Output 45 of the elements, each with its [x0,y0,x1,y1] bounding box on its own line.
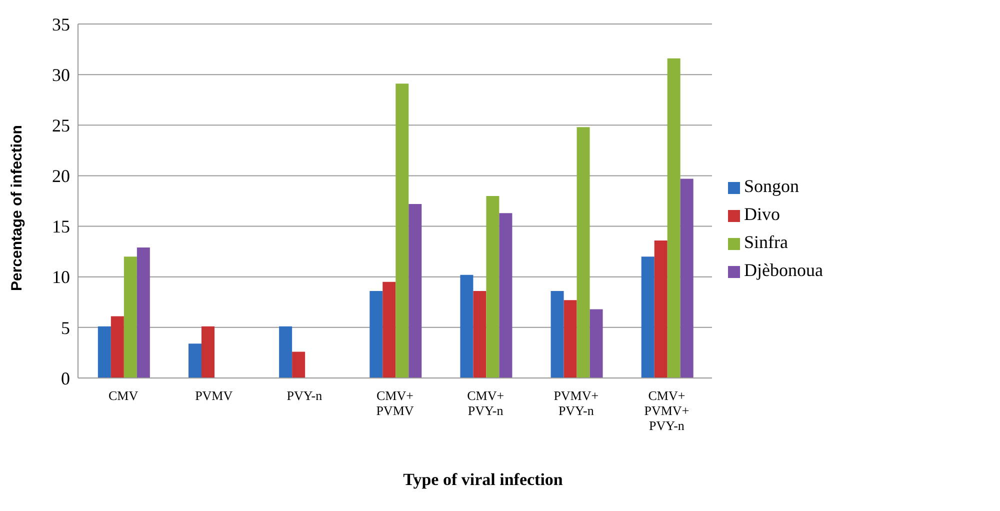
y-tick-label: 30 [52,64,70,85]
x-tick-label: PVY-n [286,388,323,403]
bar [667,58,680,378]
bar [136,248,150,378]
bar [473,291,486,378]
bar [576,127,590,378]
bar [564,300,577,378]
bar [124,256,137,378]
x-tick-label: CMV [108,388,139,403]
legend-label: Divo [744,204,780,224]
bar [654,240,668,378]
bar [408,204,422,378]
bar [279,326,292,378]
bar [680,178,694,378]
bar [641,256,654,378]
bar [382,282,396,378]
x-tick-label: CMV+ PVMV+ PVY-n [644,388,690,433]
y-tick-label: 10 [52,267,70,288]
x-axis-title: Type of viral infection [402,470,564,490]
y-tick-label: 5 [61,318,70,338]
legend-label: Songon [744,176,800,196]
x-tick-label: CMV+ PVMV [376,388,414,418]
bar [486,196,500,378]
x-tick-label: PVMV+ PVY-n [554,388,599,418]
bar [98,326,111,378]
legend-label: Sinfra [744,232,788,252]
y-axis-title: Percentage of infection [8,125,26,291]
legend-label: Djèbonoua [744,260,823,280]
y-tick-label: 35 [52,14,70,34]
y-tick-label: 15 [52,216,70,237]
bar [188,344,202,378]
x-tick-label: PVMV [195,388,234,403]
bar [590,309,603,378]
bar [110,316,124,378]
x-tick-label: CMV+ PVY-n [467,388,504,418]
bar [460,274,474,378]
bar [201,326,214,378]
bar [370,291,383,378]
y-tick-label: 25 [52,116,70,136]
bar [396,84,409,378]
y-tick-label: 0 [61,368,70,388]
bar [499,213,512,378]
bar [550,291,564,378]
y-tick-label: 20 [52,166,70,186]
bar [292,352,306,378]
